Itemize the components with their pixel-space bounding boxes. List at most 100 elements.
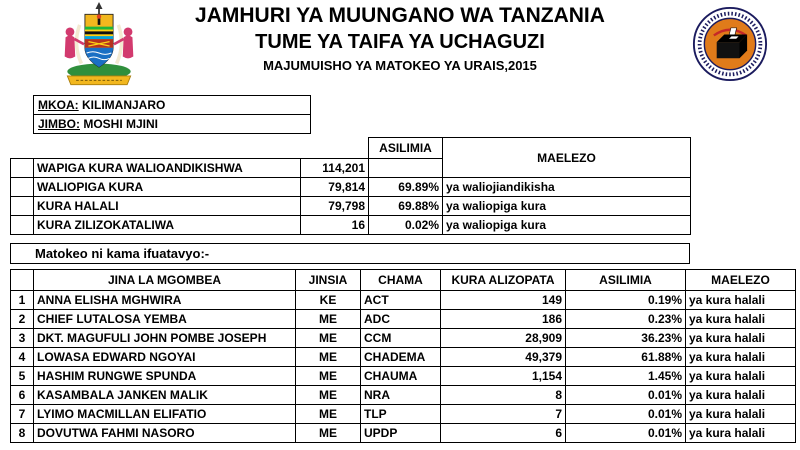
coat-of-arms-icon — [55, 2, 143, 90]
party: CHAUMA — [360, 366, 441, 386]
party: CCM — [360, 328, 441, 348]
percent: 0.01% — [565, 423, 686, 443]
result-row: 1 ANNA ELISHA MGHWIRA KE ACT 149 0.19% y… — [10, 290, 796, 310]
percent: 0.23% — [565, 309, 686, 329]
result-row: 6 KASAMBALA JANKEN MALIK ME NRA 8 0.01% … — [10, 385, 796, 405]
gender: ME — [295, 309, 361, 329]
note: ya kura halali — [685, 385, 796, 405]
summary-maelezo: ya waliojiandikisha — [442, 177, 691, 197]
mkoa-label: MKOA: — [38, 98, 79, 112]
gender: ME — [295, 404, 361, 424]
summary-label: WAPIGA KURA WALIOANDIKISHWA — [33, 158, 301, 178]
no-header — [10, 269, 34, 291]
gender: ME — [295, 423, 361, 443]
summary-label: KURA ZILIZOKATALIWA — [33, 215, 301, 235]
summary-header-row: ASILIMIA MAELEZO — [11, 137, 691, 178]
results-intro: Matokeo ni kama ifuatavyo:- — [10, 243, 690, 264]
gender: ME — [295, 366, 361, 386]
gender: ME — [295, 385, 361, 405]
asilimia-header: ASILIMIA — [565, 269, 686, 291]
summary-asilimia: 69.88% — [368, 196, 443, 216]
region-table: MKOA: KILIMANJARO JIMBO: MOSHI MJINI — [33, 95, 311, 134]
document-titles: JAMHURI YA MUUNGANO WA TANZANIA TUME YA … — [120, 2, 680, 74]
gender: ME — [295, 347, 361, 367]
result-row: 2 CHIEF LUTALOSA YEMBA ME ADC 186 0.23% … — [10, 309, 796, 329]
percent: 0.01% — [565, 404, 686, 424]
percent: 1.45% — [565, 366, 686, 386]
votes: 186 — [440, 309, 566, 329]
result-row: 3 DKT. MAGUFULI JOHN POMBE JOSEPH ME CCM… — [10, 328, 796, 348]
percent: 0.01% — [565, 385, 686, 405]
note: ya kura halali — [685, 423, 796, 443]
row-number: 5 — [10, 366, 34, 386]
votes: 6 — [440, 423, 566, 443]
note: ya kura halali — [685, 290, 796, 310]
summary-row: WALIOPIGA KURA 79,814 69.89% ya waliojia… — [10, 177, 691, 197]
candidate-name: CHIEF LUTALOSA YEMBA — [33, 309, 296, 329]
candidate-name: ANNA ELISHA MGHWIRA — [33, 290, 296, 310]
party: CHADEMA — [360, 347, 441, 367]
candidate-name: DOVUTWA FAHMI NASORO — [33, 423, 296, 443]
row-number: 6 — [10, 385, 34, 405]
party: UPDP — [360, 423, 441, 443]
row-number: 2 — [10, 309, 34, 329]
title-commission: TUME YA TAIFA YA UCHAGUZI — [255, 31, 545, 53]
gender: KE — [295, 290, 361, 310]
jimbo-cell: JIMBO: MOSHI MJINI — [33, 114, 311, 134]
jimbo-row: JIMBO: MOSHI MJINI — [33, 114, 311, 134]
row-number: 4 — [10, 347, 34, 367]
summary-asilimia-header: ASILIMIA — [368, 137, 443, 159]
results-table: JINA LA MGOMBEA JINSIA CHAMA KURA ALIZOP… — [10, 269, 796, 443]
summary-asilimia — [368, 158, 443, 178]
mkoa-cell: MKOA: KILIMANJARO — [33, 95, 311, 115]
summary-value: 79,814 — [300, 177, 369, 197]
results-header-row: JINA LA MGOMBEA JINSIA CHAMA KURA ALIZOP… — [10, 269, 796, 291]
summary-row: KURA HALALI 79,798 69.88% ya waliopiga k… — [10, 196, 691, 216]
chama-header: CHAMA — [360, 269, 441, 291]
voter-summary-table: ASILIMIA MAELEZO WAPIGA KURA WALIOANDIKI… — [10, 137, 691, 235]
votes: 149 — [440, 290, 566, 310]
note: ya kura halali — [685, 366, 796, 386]
party: ACT — [360, 290, 441, 310]
party: ADC — [360, 309, 441, 329]
summary-value: 16 — [300, 215, 369, 235]
candidate-name: KASAMBALA JANKEN MALIK — [33, 385, 296, 405]
party: NRA — [360, 385, 441, 405]
jinsia-header: JINSIA — [295, 269, 361, 291]
document-header: JAMHURI YA MUUNGANO WA TANZANIA TUME YA … — [0, 0, 800, 92]
summary-row: KURA ZILIZOKATALIWA 16 0.02% ya waliopig… — [10, 215, 691, 235]
candidate-name: HASHIM RUNGWE SPUNDA — [33, 366, 296, 386]
percent: 36.23% — [565, 328, 686, 348]
summary-asilimia: 69.89% — [368, 177, 443, 197]
party: TLP — [360, 404, 441, 424]
result-row: 4 LOWASA EDWARD NGOYAI ME CHADEMA 49,379… — [10, 347, 796, 367]
kura-header: KURA ALIZOPATA — [440, 269, 566, 291]
result-row: 5 HASHIM RUNGWE SPUNDA ME CHAUMA 1,154 1… — [10, 366, 796, 386]
summary-asilimia: 0.02% — [368, 215, 443, 235]
percent: 61.88% — [565, 347, 686, 367]
result-row: 7 LYIMO MACMILLAN ELIFATIO ME TLP 7 0.01… — [10, 404, 796, 424]
summary-label: WALIOPIGA KURA — [33, 177, 301, 197]
title-subject: MAJUMUISHO YA MATOKEO YA URAIS,2015 — [263, 58, 537, 73]
note: ya kura halali — [685, 404, 796, 424]
nec-logo-icon — [692, 6, 768, 82]
summary-maelezo-header: MAELEZO — [442, 137, 691, 178]
note: ya kura halali — [685, 347, 796, 367]
note: ya kura halali — [685, 328, 796, 348]
summary-label: KURA HALALI — [33, 196, 301, 216]
votes: 7 — [440, 404, 566, 424]
row-number: 3 — [10, 328, 34, 348]
title-country: JAMHURI YA MUUNGANO WA TANZANIA — [195, 4, 605, 27]
jina-header: JINA LA MGOMBEA — [33, 269, 296, 291]
mkoa-value: KILIMANJARO — [82, 98, 166, 112]
percent: 0.19% — [565, 290, 686, 310]
votes: 1,154 — [440, 366, 566, 386]
row-number: 1 — [10, 290, 34, 310]
votes: 8 — [440, 385, 566, 405]
summary-maelezo: ya waliopiga kura — [442, 196, 691, 216]
mkoa-row: MKOA: KILIMANJARO — [33, 95, 311, 115]
result-row: 8 DOVUTWA FAHMI NASORO ME UPDP 6 0.01% y… — [10, 423, 796, 443]
votes: 28,909 — [440, 328, 566, 348]
row-number: 7 — [10, 404, 34, 424]
